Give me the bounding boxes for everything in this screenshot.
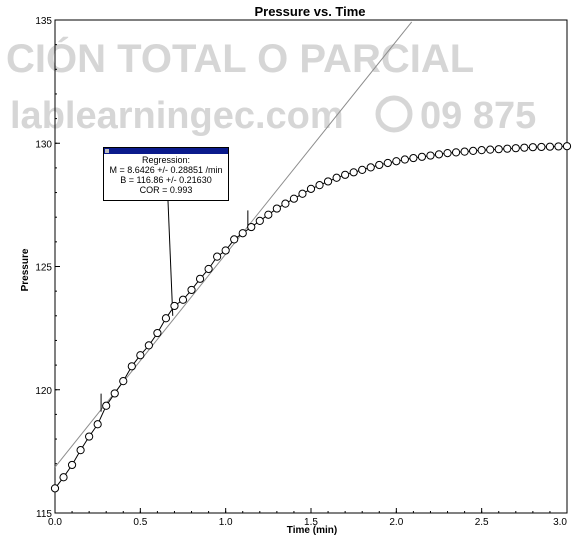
data-point <box>358 165 367 174</box>
data-point <box>76 446 85 455</box>
data-point <box>323 177 333 186</box>
data-point <box>213 252 222 261</box>
data-point <box>50 484 60 493</box>
y-tick-label: 120 <box>35 386 52 397</box>
data-point <box>110 389 119 398</box>
data-point <box>306 184 316 193</box>
data-point <box>375 160 384 170</box>
data-point <box>289 194 299 203</box>
data-point <box>332 173 341 182</box>
data-point <box>443 149 452 158</box>
x-axis-title: Time (min) <box>287 525 337 536</box>
data-point <box>383 158 392 168</box>
data-point <box>59 473 68 482</box>
x-tick-label: 2.0 <box>389 517 403 528</box>
data-point <box>187 285 196 295</box>
data-point <box>264 210 273 219</box>
fit-line <box>54 21 413 468</box>
data-point <box>520 143 529 152</box>
data-point <box>494 145 503 154</box>
data-point <box>460 147 469 156</box>
data-point <box>554 142 563 151</box>
data-point <box>204 264 213 274</box>
data-point <box>477 146 486 155</box>
data-point <box>341 170 350 179</box>
data-point <box>170 301 179 311</box>
data-point <box>153 328 162 338</box>
data-point <box>315 181 324 190</box>
data-point <box>426 151 435 160</box>
regression-intercept: B = 116.86 +/- 0.21630 <box>120 175 212 185</box>
data-point <box>409 153 418 163</box>
y-tick-label: 130 <box>35 139 52 150</box>
data-point <box>528 143 537 152</box>
data-point <box>119 377 128 386</box>
regression-fit <box>54 21 413 468</box>
regression-box[interactable]: Regression: M = 8.6426 +/- 0.28851 /min … <box>103 147 229 201</box>
x-tick-label: 2.5 <box>475 517 489 528</box>
chart-title: Pressure vs. Time <box>254 4 365 19</box>
data-point <box>434 150 444 159</box>
data-point <box>67 460 77 470</box>
x-tick-label: 1.5 <box>304 517 318 528</box>
data-point <box>366 163 375 172</box>
data-point <box>247 222 256 232</box>
annotation-pointer <box>167 200 174 316</box>
data-point <box>195 274 205 283</box>
x-tick-label: 0.5 <box>133 517 147 528</box>
watermark-line1: CIÓN TOTAL O PARCIAL <box>6 35 474 81</box>
data-point <box>469 146 478 155</box>
data-point <box>85 432 94 441</box>
data-point <box>400 155 409 164</box>
x-axis: 0.0 0.5 1.0 1.5 2.0 2.5 3.0 <box>48 508 568 528</box>
close-icon[interactable] <box>105 149 109 153</box>
data-point <box>102 401 111 410</box>
data-point <box>349 168 358 177</box>
plot-frame <box>54 19 568 514</box>
data-point <box>255 216 264 225</box>
data-point <box>230 235 239 244</box>
y-axis: 115 120 125 130 135 <box>35 16 60 520</box>
data-point <box>178 295 188 304</box>
data-point <box>136 351 145 360</box>
regression-slope: M = 8.6426 +/- 0.28851 /min <box>109 165 223 175</box>
data-point <box>161 314 171 323</box>
watermark: CIÓN TOTAL O PARCIAL lablearningec.com 0… <box>6 35 536 137</box>
data-point <box>486 145 495 154</box>
x-tick-label: 0.0 <box>48 517 62 528</box>
x-tick-label: 1.0 <box>219 517 233 528</box>
watermark-phone: 09 875 <box>420 95 536 137</box>
data-point <box>238 229 247 238</box>
whatsapp-icon <box>375 95 413 133</box>
data-point <box>392 157 401 166</box>
y-tick-label: 135 <box>35 16 52 27</box>
data-point <box>93 420 102 429</box>
data-point <box>503 144 512 153</box>
data-point <box>511 144 520 153</box>
pressure-series <box>50 142 572 493</box>
y-axis-title: Pressure <box>20 248 31 291</box>
data-point <box>537 142 546 152</box>
regression-cor: COR = 0.993 <box>139 185 193 195</box>
y-tick-label: 115 <box>36 509 52 520</box>
data-point <box>281 199 290 208</box>
y-tick-label: 125 <box>35 263 52 274</box>
data-point <box>144 341 153 350</box>
x-tick-label: 3.0 <box>553 517 567 528</box>
regression-title: Regression: <box>141 155 191 165</box>
data-point <box>298 189 307 198</box>
data-point <box>417 152 427 161</box>
watermark-line2: lablearningec.com <box>10 95 344 137</box>
data-point <box>451 148 461 157</box>
regression-title-bar[interactable] <box>104 148 228 154</box>
data-point <box>127 362 136 371</box>
data-point <box>562 142 572 151</box>
data-point <box>545 142 555 151</box>
data-point <box>272 204 281 213</box>
data-point <box>221 246 230 255</box>
